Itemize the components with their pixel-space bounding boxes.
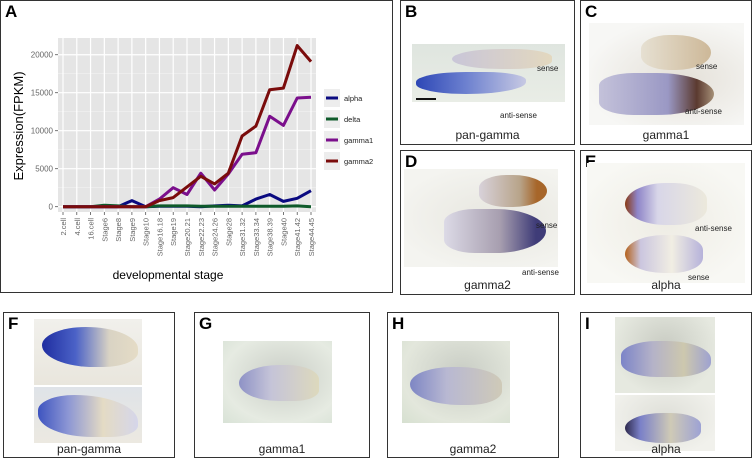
panel-label: B <box>405 2 418 21</box>
embryo-sense <box>452 49 552 69</box>
annotation-anti-sense: anti-sense <box>500 111 537 120</box>
embryo-antisense <box>625 183 707 225</box>
series-line-gamma2 <box>63 44 313 209</box>
panel-h: H gamma2 <box>387 312 559 458</box>
embryo <box>42 327 138 367</box>
panel-a: A 0 5000 10000 15000 20000 2.cell 4.cell 16.ce… <box>0 0 393 293</box>
annotation-sense: sense <box>688 273 710 282</box>
y-axis-label: Expression(FPKM) <box>11 71 26 180</box>
x-tick-label: 16.cell <box>87 218 96 240</box>
x-tick-label: Stage9 <box>128 218 137 242</box>
embryo-sense <box>625 235 703 273</box>
panel-label: A <box>5 2 18 21</box>
embryo <box>621 341 711 377</box>
embryo-photo-top <box>34 319 142 385</box>
embryo <box>38 395 138 437</box>
panel-label: G <box>199 314 213 333</box>
embryo-photo <box>223 341 332 423</box>
embryo-photo <box>589 23 744 125</box>
panel-i: I alpha <box>580 312 752 458</box>
x-tick-label: Stage24.26 <box>211 218 220 256</box>
annotation-anti-sense: anti-sense <box>522 268 559 277</box>
x-tick-label: 4.cell <box>73 218 82 236</box>
annotation-sense: sense <box>537 64 559 73</box>
scale-bar <box>416 98 436 100</box>
y-tick-label: 5000 <box>35 165 53 174</box>
x-tick-label: Stage41.42 <box>293 218 302 256</box>
x-tick-label: Stage40 <box>279 218 288 246</box>
legend-label-delta: delta <box>344 115 361 124</box>
y-tick-label: 20000 <box>31 51 54 60</box>
embryo-photo <box>412 44 565 102</box>
x-axis-label: developmental stage <box>113 268 224 282</box>
embryo <box>239 365 319 401</box>
panel-label: H <box>392 314 405 333</box>
panel-label: E <box>585 152 597 171</box>
y-tick-label: 10000 <box>31 127 54 136</box>
panel-c: C sense anti-sense gamma1 <box>580 0 752 145</box>
panel-caption: gamma2 <box>464 278 511 292</box>
annotation-sense: sense <box>696 62 718 71</box>
embryo-photo <box>587 163 745 283</box>
panel-caption: alpha <box>651 442 681 456</box>
x-tick-label: Stage22.23 <box>197 218 206 256</box>
panel-g: G gamma1 <box>194 312 370 458</box>
x-tick-label: Stage33.34 <box>252 218 261 256</box>
embryo <box>625 413 701 443</box>
embryo-sense <box>479 175 547 207</box>
x-tick-label: Stage38.39 <box>266 218 275 256</box>
embryo-photo-bottom <box>34 387 142 443</box>
x-tick-label: Stage31.32 <box>238 218 247 256</box>
embryo <box>410 367 502 405</box>
legend-label-gamma2: gamma2 <box>344 157 373 166</box>
embryo-antisense <box>599 73 714 115</box>
x-tick-label: Stage6 <box>100 218 109 242</box>
panel-caption: pan-gamma <box>455 128 520 142</box>
x-tick-label: Stage28 <box>224 218 233 246</box>
panel-label: F <box>8 314 19 333</box>
panel-caption: gamma1 <box>642 128 690 142</box>
panel-caption: gamma1 <box>258 442 306 456</box>
embryo-photo <box>402 341 510 423</box>
x-tick-label: Stage10 <box>142 218 151 246</box>
panel-caption: pan-gamma <box>56 442 122 456</box>
panel-label: D <box>405 152 418 171</box>
panel-f: F pan-gamma <box>3 312 175 458</box>
panel-b: B sense anti-sense pan-gamma <box>400 0 575 145</box>
panel-caption: alpha <box>651 278 681 292</box>
embryo-photo <box>404 169 558 267</box>
embryo-photo-bottom <box>615 395 715 451</box>
x-tick-label: Stage8 <box>114 218 123 242</box>
embryo-photo-top <box>615 317 715 393</box>
embryo-antisense <box>444 209 546 253</box>
y-tick-label: 15000 <box>31 89 54 98</box>
panel-d: D sense anti-sense gamma2 <box>400 150 575 295</box>
panel-e: E anti-sense sense alpha <box>580 150 752 295</box>
panel-caption: gamma2 <box>449 442 497 456</box>
annotation-anti-sense: anti-sense <box>685 107 722 116</box>
legend-label-alpha: alpha <box>344 94 363 103</box>
embryo-sense <box>641 35 711 70</box>
x-tick-label: Stage20.21 <box>183 218 192 256</box>
panel-label: I <box>585 314 590 333</box>
annotation-sense: sense <box>536 221 558 230</box>
annotation-anti-sense: anti-sense <box>695 224 732 233</box>
x-tick-label: 2.cell <box>59 218 68 236</box>
embryo-antisense <box>416 72 526 94</box>
x-tick-label: Stage44.45 <box>307 218 316 256</box>
y-tick-label: 0 <box>49 203 54 212</box>
x-tick-label: Stage19 <box>169 218 178 246</box>
x-tick-label: Stage16.18 <box>155 218 164 256</box>
legend-label-gamma1: gamma1 <box>344 136 373 145</box>
expression-line-chart: 0 5000 10000 15000 20000 2.cell 4.cell 16.cell… <box>11 38 373 282</box>
panel-label: C <box>585 2 598 21</box>
